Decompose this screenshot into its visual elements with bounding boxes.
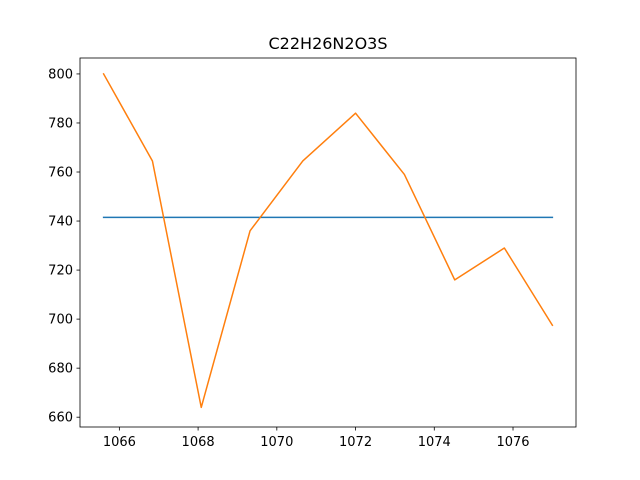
x-tick-label: 1074 bbox=[418, 435, 451, 450]
x-tick-label: 1066 bbox=[103, 435, 136, 450]
x-tick-label: 1068 bbox=[182, 435, 215, 450]
series-layer bbox=[102, 72, 554, 409]
y-tick-label: 800 bbox=[48, 67, 73, 82]
chart-title: C22H26N2O3S bbox=[269, 34, 388, 53]
x-tick-label: 1070 bbox=[260, 435, 293, 450]
y-tick-label: 780 bbox=[48, 116, 73, 131]
y-tick-label: 760 bbox=[48, 166, 73, 181]
axes-layer: 1066 1068 1070 1072 1074 1076 660 680 700 720 740 7… bbox=[48, 57, 577, 450]
plot-frame bbox=[79, 57, 577, 428]
y-tick-label: 720 bbox=[48, 264, 73, 279]
x-tick-label: 1072 bbox=[339, 435, 372, 450]
y-tick-label: 660 bbox=[48, 411, 73, 426]
x-tick-label: 1076 bbox=[496, 435, 529, 450]
series-line-2 bbox=[102, 72, 554, 409]
y-tick-label: 700 bbox=[48, 313, 73, 328]
y-tick-label: 680 bbox=[48, 362, 73, 377]
y-tick-label: 740 bbox=[48, 215, 73, 230]
